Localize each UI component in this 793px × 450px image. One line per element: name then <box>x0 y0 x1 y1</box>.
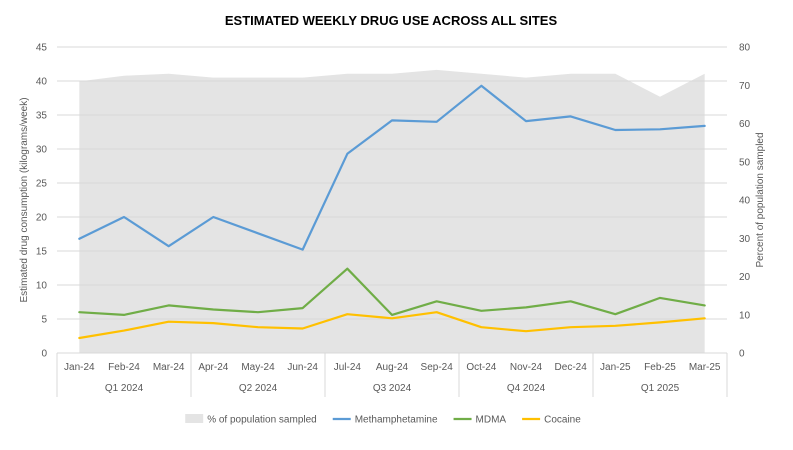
y2-tick-label: 20 <box>739 272 751 283</box>
group-label: Q3 2024 <box>373 383 412 394</box>
area-layer <box>79 69 705 354</box>
x-tick-label: Jan-24 <box>64 362 95 373</box>
legend-label: % of population sampled <box>207 415 317 426</box>
legend-label: Cocaine <box>544 415 581 426</box>
legend-label: MDMA <box>476 415 507 426</box>
y-tick-label: 10 <box>36 281 48 292</box>
line-layer <box>78 84 706 340</box>
y-tick-label: 15 <box>36 247 48 258</box>
x-tick-label: Aug-24 <box>376 362 409 373</box>
y2-tick-label: 70 <box>739 81 751 92</box>
x-tick-label: Feb-24 <box>108 362 140 373</box>
y2-tick-label: 80 <box>739 43 751 54</box>
y2-axis-title: Percent of population sampled <box>755 132 766 267</box>
y-tick-label: 30 <box>36 145 48 156</box>
x-tick-label: Apr-24 <box>198 362 228 373</box>
x-tick-label: Mar-24 <box>153 362 185 373</box>
x-tick-label: Jul-24 <box>334 362 362 373</box>
group-label: Q4 2024 <box>507 383 546 394</box>
area-population-sampled <box>79 69 705 354</box>
y-tick-label: 5 <box>41 315 47 326</box>
y-tick-label: 0 <box>41 349 47 360</box>
grid-layer <box>57 46 727 354</box>
y-tick-label: 20 <box>36 213 48 224</box>
x-tick-label: May-24 <box>241 362 275 373</box>
y2-tick-label: 0 <box>739 349 745 360</box>
group-label: Q1 2025 <box>641 383 680 394</box>
series-line-methamphetamine <box>78 84 706 251</box>
y2-tick-label: 30 <box>739 234 751 245</box>
axis-layer: 0 5 10 15 20 25 30 35 40 45 0 10 20 30 40 50 60 70 80 Jan-2… <box>36 43 751 397</box>
y-tick-label: 35 <box>36 111 48 122</box>
legend: % of population sampled Methamphetamine MD… <box>185 414 581 426</box>
x-tick-label: Oct-24 <box>466 362 496 373</box>
x-tick-label: Feb-25 <box>644 362 676 373</box>
y2-tick-label: 10 <box>739 310 751 321</box>
x-tick-label: Nov-24 <box>510 362 543 373</box>
x-tick-label: Jan-25 <box>600 362 631 373</box>
x-tick-label: Mar-25 <box>689 362 721 373</box>
y-tick-label: 45 <box>36 43 48 54</box>
series-line-mdma <box>78 267 706 316</box>
group-label: Q1 2024 <box>105 383 144 394</box>
group-label: Q2 2024 <box>239 383 278 394</box>
y2-tick-label: 40 <box>739 196 751 207</box>
y2-tick-label: 60 <box>739 119 751 130</box>
y-tick-label: 40 <box>36 77 48 88</box>
legend-swatch-area <box>185 414 204 423</box>
series-line-cocaine <box>78 311 706 340</box>
x-tick-label: Sep-24 <box>421 362 454 373</box>
chart-title: ESTIMATED WEEKLY DRUG USE ACROSS ALL SIT… <box>225 13 558 28</box>
y-tick-label: 25 <box>36 179 48 190</box>
x-tick-label: Jun-24 <box>287 362 318 373</box>
x-tick-label: Dec-24 <box>555 362 588 373</box>
legend-label: Methamphetamine <box>355 415 438 426</box>
y-axis-title: Estimated drug consumption (kilograms/we… <box>19 97 30 302</box>
y2-tick-label: 50 <box>739 157 751 168</box>
